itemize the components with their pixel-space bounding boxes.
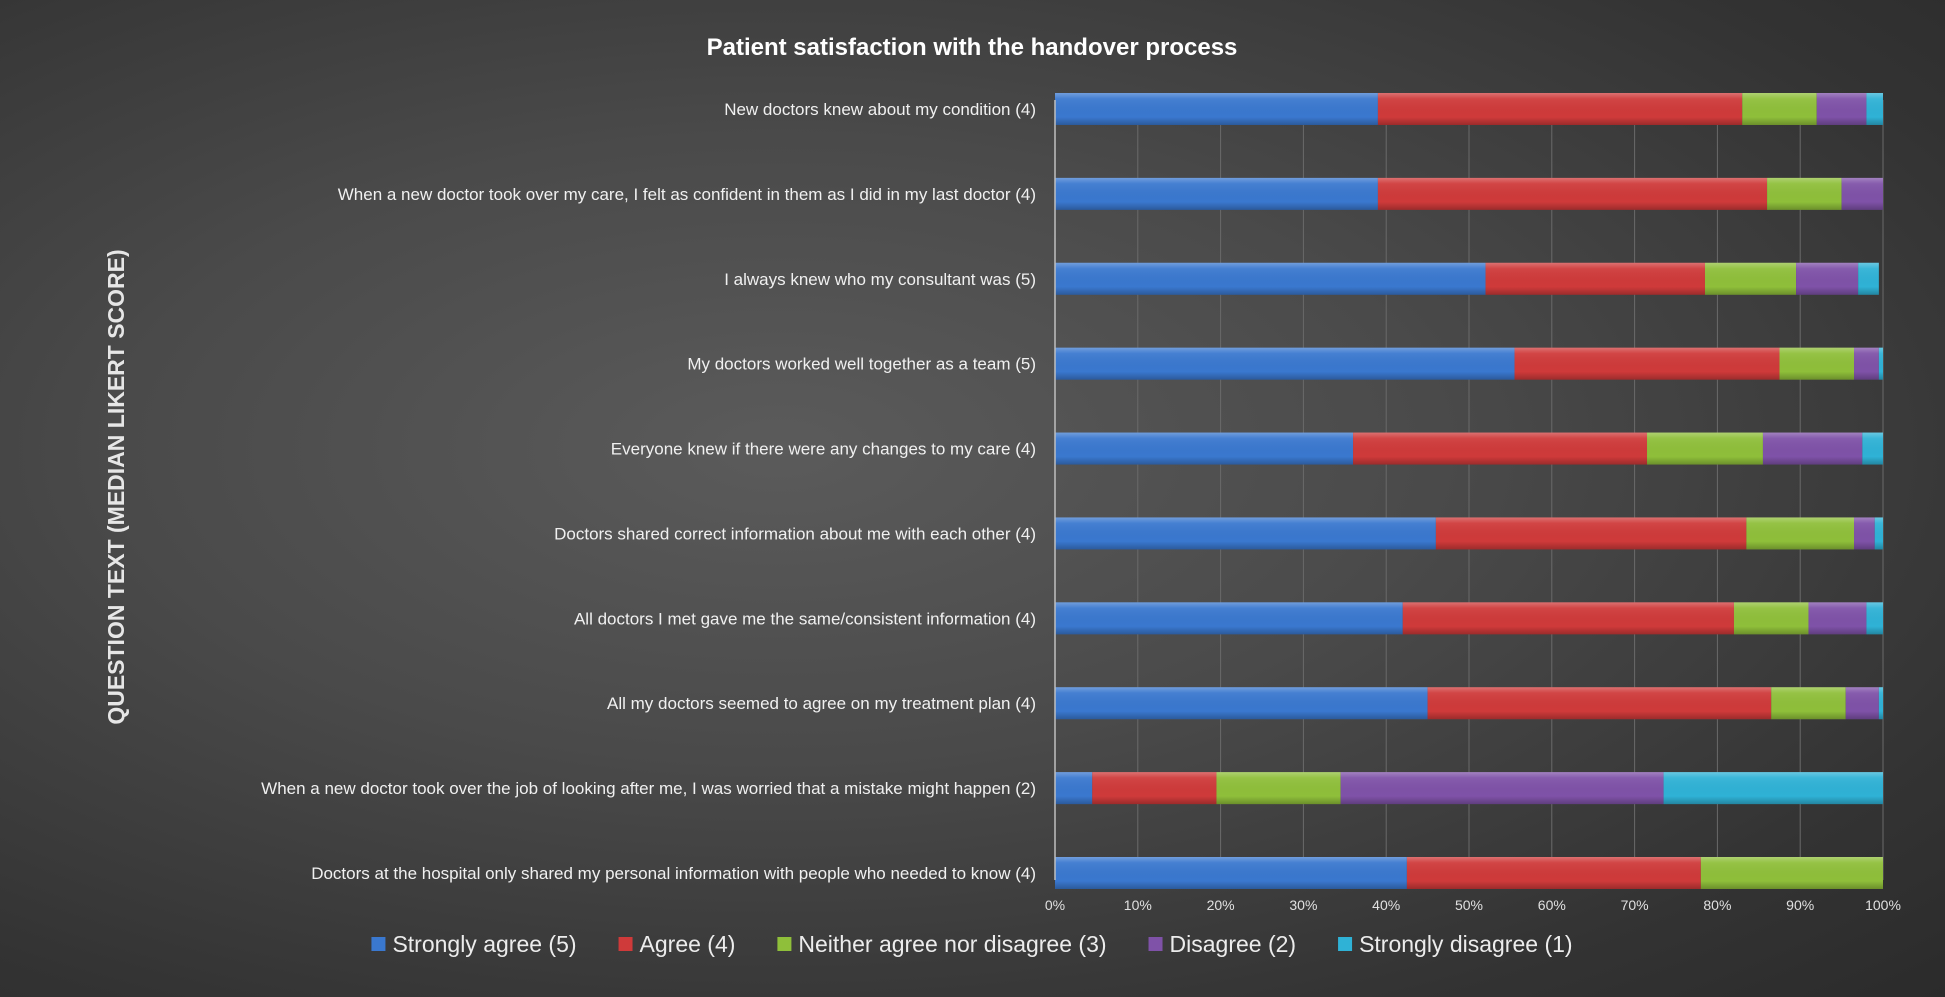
- bar-segment-shading: [1779, 347, 1855, 380]
- bar-segment-shading: [1055, 177, 1378, 210]
- legend-label: Agree (4): [640, 931, 736, 957]
- bar-segment-shading: [1055, 772, 1093, 805]
- legend-label: Disagree (2): [1170, 931, 1297, 957]
- bar-segment-shading: [1878, 347, 1883, 380]
- bar-segment-shading: [1796, 262, 1859, 295]
- category-label: Everyone knew if there were any changes …: [611, 440, 1036, 459]
- bar-segment-shading: [1435, 517, 1747, 550]
- legend-label: Strongly agree (5): [392, 931, 576, 957]
- bar-segment-shading: [1340, 772, 1664, 805]
- bar-segment-shading: [1845, 687, 1879, 720]
- bar-segment-shading: [1647, 432, 1763, 465]
- bar-segment-shading: [1402, 602, 1734, 635]
- category-label: New doctors knew about my condition (4): [724, 100, 1036, 119]
- x-tick-label: 50%: [1455, 897, 1483, 913]
- bar-segment-shading: [1216, 772, 1341, 805]
- category-label: All doctors I met gave me the same/consi…: [574, 609, 1036, 628]
- bar-segment-shading: [1406, 857, 1701, 889]
- bar-segment-shading: [1055, 602, 1403, 635]
- x-tick-label: 20%: [1207, 897, 1235, 913]
- bar-segment-shading: [1841, 177, 1883, 210]
- bar-segment-shading: [1055, 262, 1486, 295]
- legend-item: Disagree (2): [1148, 931, 1297, 957]
- bar-segment-shading: [1746, 517, 1855, 550]
- bar-segment-shading: [1055, 687, 1428, 720]
- bar-segment-shading: [1866, 93, 1883, 125]
- x-tick-label: 100%: [1865, 897, 1901, 913]
- x-tick-label: 60%: [1538, 897, 1566, 913]
- bar-segment-shading: [1092, 772, 1217, 805]
- category-label: When a new doctor took over my care, I f…: [338, 185, 1036, 204]
- bar-segment-shading: [1377, 93, 1743, 125]
- bar-segment-shading: [1878, 687, 1883, 720]
- bar-segment-shading: [1742, 93, 1817, 125]
- bar-segment-shading: [1427, 687, 1772, 720]
- bar-segment-shading: [1874, 517, 1883, 550]
- bar-segment-shading: [1862, 432, 1883, 465]
- bar-segment-shading: [1700, 857, 1883, 889]
- bar-segment-shading: [1808, 602, 1867, 635]
- legend-swatch: [371, 937, 386, 951]
- x-tick-label: 80%: [1703, 897, 1731, 913]
- bar-segment-shading: [1485, 262, 1705, 295]
- category-label: Doctors shared correct information about…: [554, 524, 1036, 543]
- bar-segment-shading: [1854, 517, 1875, 550]
- bar-segment-shading: [1055, 432, 1354, 465]
- legend-label: Strongly disagree (1): [1359, 931, 1573, 957]
- bar-segment-shading: [1055, 517, 1436, 550]
- category-label: Doctors at the hospital only shared my p…: [311, 864, 1036, 883]
- legend-swatch: [618, 937, 633, 951]
- bar-segment-shading: [1854, 347, 1879, 380]
- bar-segment-shading: [1816, 93, 1867, 125]
- legend-swatch: [1338, 937, 1353, 951]
- legend-swatch: [777, 937, 792, 951]
- category-label: All my doctors seemed to agree on my tre…: [607, 694, 1036, 713]
- x-tick-label: 30%: [1289, 897, 1317, 913]
- y-axis-label: QUESTION TEXT (MEDIAN LIKERT SCORE): [103, 249, 129, 724]
- bar-segment-shading: [1055, 857, 1407, 889]
- bar-segment-shading: [1771, 687, 1846, 720]
- x-tick-label: 10%: [1124, 897, 1152, 913]
- bar-segment-shading: [1055, 347, 1515, 380]
- category-label: My doctors worked well together as a tea…: [687, 355, 1036, 374]
- x-tick-label: 0%: [1045, 897, 1065, 913]
- legend-item: Agree (4): [618, 931, 736, 957]
- bar-segment-shading: [1353, 432, 1648, 465]
- bar-segment-shading: [1663, 772, 1883, 805]
- bar-segment-shading: [1704, 262, 1797, 295]
- bar-segment-shading: [1055, 93, 1378, 125]
- bar-segment-shading: [1514, 347, 1780, 380]
- legend-item: Strongly agree (5): [371, 931, 577, 957]
- bar-segment-shading: [1762, 432, 1863, 465]
- legend: Strongly agree (5) Agree (4) Neither agree…: [371, 931, 1573, 957]
- gridlines: [1137, 100, 1884, 880]
- x-tick-label: 90%: [1786, 897, 1814, 913]
- legend-label: Neither agree nor disagree (3): [798, 931, 1106, 957]
- bars: [1055, 93, 1883, 889]
- category-label: When a new doctor took over the job of l…: [261, 779, 1036, 798]
- bar-segment-shading: [1767, 177, 1842, 210]
- category-labels: New doctors knew about my condition (4) W…: [261, 100, 1036, 883]
- legend-item: Strongly disagree (1): [1338, 931, 1573, 957]
- legend-item: Neither agree nor disagree (3): [777, 931, 1107, 957]
- bar-segment-shading: [1733, 602, 1809, 635]
- category-label: I always knew who my consultant was (5): [724, 270, 1036, 289]
- x-axis-ticks: 0% 10% 20% 30% 40% 50% 60% 70% 80% 90% 100%: [1045, 897, 1901, 913]
- x-tick-label: 70%: [1621, 897, 1649, 913]
- chart-title: Patient satisfaction with the handover p…: [707, 34, 1238, 61]
- bar-segment-shading: [1866, 602, 1883, 635]
- bar-segment-shading: [1858, 262, 1879, 295]
- bar-segment-shading: [1377, 177, 1768, 210]
- legend-swatch: [1148, 937, 1163, 951]
- x-tick-label: 40%: [1372, 897, 1400, 913]
